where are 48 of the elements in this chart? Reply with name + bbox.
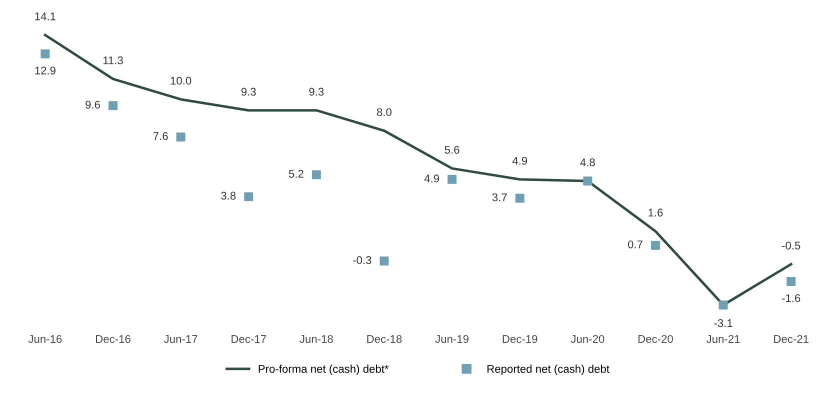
point xyxy=(515,194,524,203)
x-tick-label: Dec-18 xyxy=(367,335,402,343)
data-label: 7.6 xyxy=(153,132,168,140)
point xyxy=(244,192,254,202)
data-label: 9.3 xyxy=(309,88,324,96)
point xyxy=(312,170,321,180)
data-label: 4.9 xyxy=(424,174,440,182)
point xyxy=(108,101,118,110)
point xyxy=(380,256,389,266)
legend-label: Pro-forma net (cash) debt* xyxy=(258,364,389,376)
x-tick-label: Jun-19 xyxy=(435,335,469,343)
point xyxy=(650,240,660,250)
data-label: 11.3 xyxy=(103,56,123,64)
point xyxy=(176,132,186,142)
data-label: 10.0 xyxy=(170,76,192,85)
data-label: 0.7 xyxy=(628,240,642,248)
x-tick-label: Jun-21 xyxy=(706,335,740,343)
data-label: 5.6 xyxy=(444,146,460,154)
data-label: 4.8 xyxy=(580,158,595,166)
data-label: 8.0 xyxy=(376,108,392,116)
data-label: 3.8 xyxy=(221,192,236,200)
x-tick-label: Dec-16 xyxy=(96,335,130,343)
data-label: 9.3 xyxy=(241,88,256,96)
data-label: -0.3 xyxy=(353,256,372,264)
data-label: -3.1 xyxy=(714,319,732,328)
data-label: 12.9 xyxy=(35,66,56,74)
point xyxy=(718,300,728,310)
data-label: 9.6 xyxy=(86,100,100,109)
point xyxy=(40,49,50,58)
point xyxy=(786,276,796,286)
x-tick-label: Jun-18 xyxy=(300,335,333,343)
data-label: 1.6 xyxy=(648,208,663,217)
x-tick-label: Jun-17 xyxy=(164,335,198,343)
x-tick-label: Jun-16 xyxy=(28,335,62,343)
data-label: 14.1 xyxy=(35,12,56,20)
point xyxy=(448,174,457,184)
data-label: 4.9 xyxy=(512,156,528,165)
data-label: 5.2 xyxy=(288,170,304,178)
x-tick-label: Dec-19 xyxy=(502,335,538,343)
legend-label: Reported net (cash) debt xyxy=(488,364,610,376)
point xyxy=(583,176,592,186)
x-tick-label: Dec-17 xyxy=(232,335,266,343)
data-label: 3.7 xyxy=(492,193,507,202)
x-tick-label: Dec-20 xyxy=(638,335,673,343)
x-tick-label: Dec-21 xyxy=(774,335,808,343)
x-tick-label: Jun-20 xyxy=(570,335,604,343)
data-label: -1.6 xyxy=(782,294,800,302)
data-label: -0.5 xyxy=(782,242,800,250)
